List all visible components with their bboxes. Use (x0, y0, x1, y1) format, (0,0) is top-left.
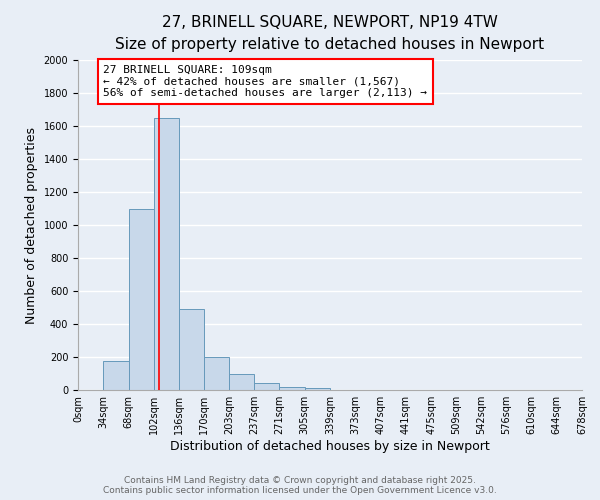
Bar (154, 118, 179, 390)
Bar (280, 386, 305, 390)
Text: Contains HM Land Registry data © Crown copyright and database right 2025.
Contai: Contains HM Land Registry data © Crown c… (103, 476, 497, 495)
Bar (128, 208, 154, 390)
Bar (179, 309, 205, 390)
Bar (254, 384, 280, 390)
X-axis label: Distribution of detached houses by size in Newport: Distribution of detached houses by size … (170, 440, 490, 453)
Bar (305, 388, 330, 390)
Title: 27, BRINELL SQUARE, NEWPORT, NP19 4TW
Size of property relative to detached hous: 27, BRINELL SQUARE, NEWPORT, NP19 4TW Si… (115, 14, 545, 52)
Text: 27 BRINELL SQUARE: 109sqm
← 42% of detached houses are smaller (1,567)
56% of se: 27 BRINELL SQUARE: 109sqm ← 42% of detac… (103, 65, 427, 98)
Bar (205, 357, 229, 390)
Y-axis label: Number of detached properties: Number of detached properties (25, 126, 38, 324)
Bar (103, 361, 128, 390)
Bar (229, 374, 254, 390)
